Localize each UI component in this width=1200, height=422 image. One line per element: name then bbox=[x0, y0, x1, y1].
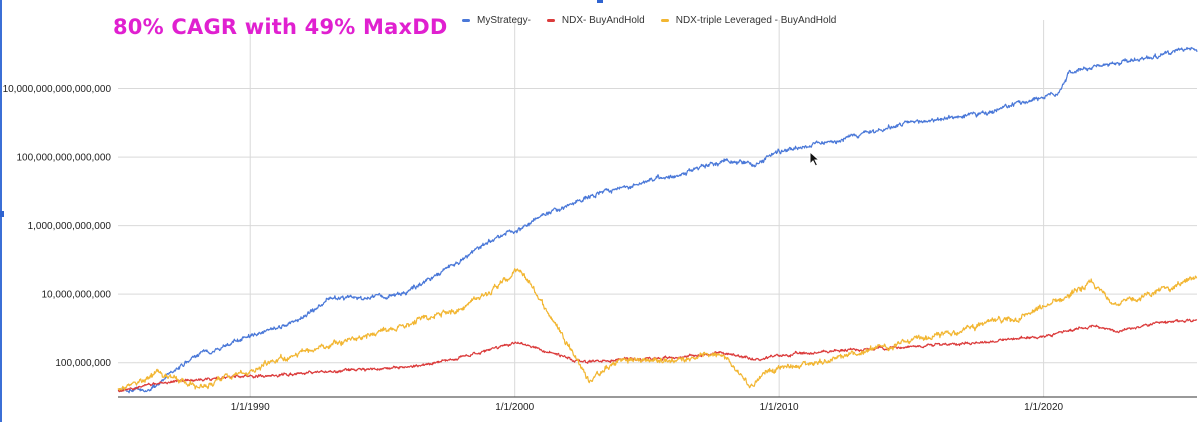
series-line-2 bbox=[117, 268, 1198, 391]
chart-series-lines bbox=[117, 46, 1198, 394]
legend-label: MyStrategy- bbox=[477, 15, 531, 26]
legend-label: NDX-triple Leveraged - BuyAndHold bbox=[675, 15, 837, 26]
x-tick-label: 1/1/1990 bbox=[231, 402, 270, 413]
y-axis-tick-labels: 100,000,000 10,000,000,000 1,000,000,000,0… bbox=[3, 84, 112, 369]
chart-legend: MyStrategy- NDX- BuyAndHold NDX-triple L… bbox=[462, 15, 852, 26]
legend-item-ndx-triple[interactable]: NDX-triple Leveraged - BuyAndHold bbox=[660, 15, 837, 26]
legend-item-ndx[interactable]: NDX- BuyAndHold bbox=[546, 15, 645, 26]
x-tick-label: 1/1/2010 bbox=[760, 402, 799, 413]
legend-swatch-ndx-triple bbox=[660, 19, 669, 22]
legend-label: NDX- BuyAndHold bbox=[561, 15, 645, 26]
series-line-0 bbox=[117, 46, 1198, 394]
mouse-pointer-icon bbox=[809, 151, 821, 167]
resize-handle-left[interactable] bbox=[0, 211, 4, 217]
y-tick-label: 10,000,000,000 bbox=[41, 290, 111, 301]
series-line-1 bbox=[117, 318, 1198, 393]
chart-annotation: 80% CAGR with 49% MaxDD bbox=[113, 15, 448, 39]
legend-swatch-ndx bbox=[546, 19, 555, 22]
x-axis-tick-labels: 1/1/1990 1/1/2000 1/1/2010 1/1/2020 bbox=[231, 402, 1064, 413]
y-tick-label: 10,000,000,000,000,000 bbox=[3, 84, 112, 95]
x-tick-label: 1/1/2020 bbox=[1024, 402, 1063, 413]
x-tick-label: 1/1/2000 bbox=[495, 402, 534, 413]
chart-gridlines bbox=[118, 20, 1197, 398]
y-tick-label: 100,000,000 bbox=[55, 358, 111, 369]
legend-item-mystrategy[interactable]: MyStrategy- bbox=[462, 15, 531, 26]
y-tick-label: 1,000,000,000,000 bbox=[28, 221, 112, 232]
y-tick-label: 100,000,000,000,000 bbox=[16, 153, 111, 164]
resize-handle-top[interactable] bbox=[597, 0, 603, 3]
legend-swatch-mystrategy bbox=[462, 19, 470, 22]
